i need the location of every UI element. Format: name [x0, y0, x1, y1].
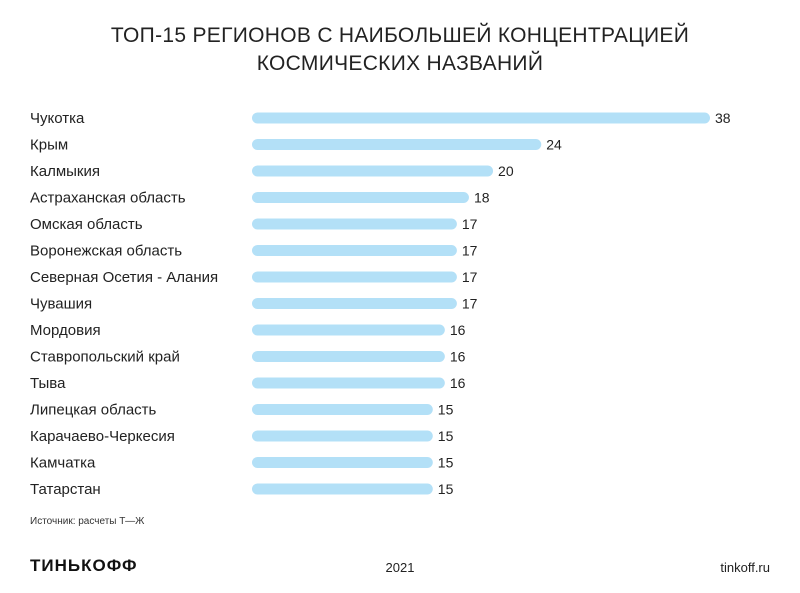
bar: [252, 377, 445, 389]
value-label: 24: [546, 137, 562, 153]
category-label: Омская область: [30, 216, 143, 233]
value-label: 18: [474, 190, 490, 206]
category-label: Камчатка: [30, 455, 96, 472]
category-label: Мордовия: [30, 322, 101, 339]
bar: [252, 218, 457, 230]
footer-year: 2021: [385, 560, 415, 575]
chart-title-line-1: ТОП-15 РЕГИОНОВ С НАИБОЛЬШЕЙ КОНЦЕНТРАЦИ…: [110, 24, 690, 47]
category-label: Астраханская область: [30, 190, 186, 207]
bar: [252, 324, 445, 336]
value-label: 17: [462, 269, 478, 285]
source-note: Источник: расчеты Т—Ж: [30, 516, 145, 527]
value-label: 16: [450, 322, 466, 338]
bar: [252, 298, 457, 309]
value-label: 15: [438, 455, 454, 471]
footer-site-link[interactable]: tinkoff.ru: [720, 560, 770, 575]
chart-title-line-2: КОСМИЧЕСКИХ НАЗВАНИЙ: [256, 52, 544, 75]
bar: [252, 139, 542, 150]
category-label: Чувашия: [30, 296, 92, 313]
bar: [252, 430, 433, 442]
category-label: Калмыкия: [30, 163, 100, 180]
chart-title: ТОП-15 РЕГИОНОВ С НАИБОЛЬШЕЙ КОНЦЕНТРАЦИ…: [0, 22, 800, 78]
bar: [252, 404, 433, 415]
value-label: 17: [462, 296, 478, 312]
bar: [252, 245, 457, 256]
value-label: 15: [438, 402, 454, 418]
value-label: 17: [462, 243, 478, 259]
bar: [252, 457, 433, 468]
value-label: 17: [462, 216, 478, 232]
category-label: Чукотка: [30, 110, 85, 127]
bar: [252, 483, 433, 495]
category-label: Крым: [30, 137, 68, 154]
bar: [252, 112, 710, 124]
bar: [252, 165, 494, 177]
value-label: 16: [450, 349, 466, 365]
category-label: Ставропольский край: [30, 349, 180, 366]
category-label: Тыва: [30, 375, 66, 392]
category-label: Карачаево-Черкесия: [30, 428, 175, 445]
category-label: Северная Осетия - Алания: [30, 269, 218, 286]
bar-chart: Чукотка 38 Крым 24 Калмыкия 20 Астраханская об…: [30, 110, 731, 498]
value-label: 16: [450, 375, 466, 391]
value-label: 15: [438, 428, 454, 444]
category-label: Липецкая область: [30, 402, 157, 419]
tinkoff-logo: ТИНЬКОФФ: [30, 556, 138, 575]
bar: [252, 192, 469, 203]
category-label: Воронежская область: [30, 243, 182, 260]
category-label: Татарстан: [30, 481, 101, 498]
bar: [252, 351, 445, 362]
bar: [252, 271, 457, 283]
value-label: 20: [498, 163, 514, 179]
value-label: 38: [715, 110, 731, 126]
value-label: 15: [438, 481, 454, 497]
